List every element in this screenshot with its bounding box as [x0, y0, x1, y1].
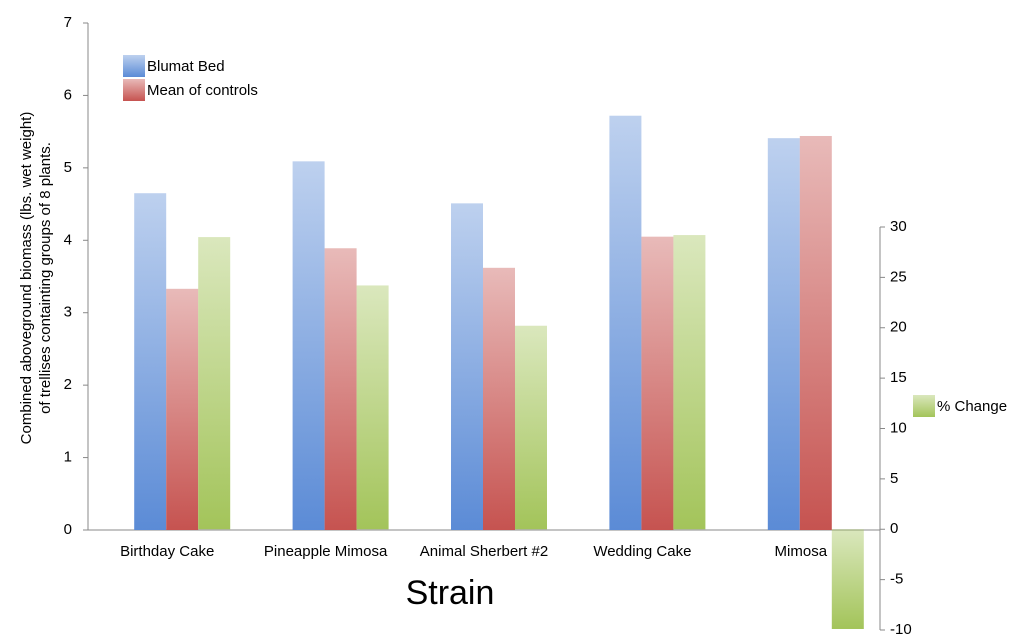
legend-swatch	[123, 55, 145, 77]
bar	[356, 285, 389, 530]
y-tick-label: 5	[64, 159, 72, 176]
bar	[831, 529, 864, 629]
bar	[483, 267, 515, 530]
y2-tick-label: -10	[890, 621, 912, 638]
y2-tick-label: 25	[890, 268, 907, 285]
legend-swatch	[123, 79, 145, 101]
bar	[673, 235, 706, 530]
y-tick-label: 7	[64, 14, 72, 31]
x-tick-label: Animal Sherbert #2	[420, 543, 548, 560]
bar	[799, 135, 832, 530]
y-tick-label: 3	[64, 304, 72, 321]
y-axis-title-line: Combined aboveground biomass (lbs. wet w…	[18, 112, 35, 445]
bar	[609, 115, 642, 531]
y2-tick-label: -5	[890, 571, 903, 588]
y2-tick-label: 15	[890, 369, 907, 386]
x-tick-label: Mimosa	[775, 543, 828, 560]
bar	[292, 161, 325, 531]
y-tick-label: 1	[64, 449, 72, 466]
y-axis-title-line: of trellises containting groups of 8 pla…	[37, 142, 54, 414]
bar	[198, 237, 231, 530]
legend-label: Blumat Bed	[147, 58, 225, 75]
y-tick-label: 4	[64, 231, 72, 248]
bar	[641, 236, 674, 530]
y2-tick-label: 10	[890, 419, 907, 436]
bar	[324, 248, 357, 530]
y-tick-label: 6	[64, 86, 72, 103]
bar	[515, 325, 547, 530]
y2-tick-label: 0	[890, 520, 898, 537]
y-axis-title: Combined aboveground biomass (lbs. wet w…	[18, 112, 54, 445]
y2-tick-label: 20	[890, 319, 907, 336]
bar	[166, 288, 199, 530]
y2-tick-label: 5	[890, 470, 898, 487]
x-tick-label: Pineapple Mimosa	[264, 543, 388, 560]
x-tick-label: Birthday Cake	[120, 543, 214, 560]
legend-swatch	[913, 395, 935, 417]
bar	[767, 138, 800, 530]
bar	[134, 193, 167, 530]
legend-label: % Change	[937, 398, 1007, 415]
bar	[451, 203, 483, 530]
legend-label: Mean of controls	[147, 82, 258, 99]
y2-tick-label: 30	[890, 218, 907, 235]
y-tick-label: 0	[64, 521, 72, 538]
x-tick-label: Wedding Cake	[593, 543, 691, 560]
y-tick-label: 2	[64, 376, 72, 393]
x-axis-title: Strain	[406, 574, 495, 612]
